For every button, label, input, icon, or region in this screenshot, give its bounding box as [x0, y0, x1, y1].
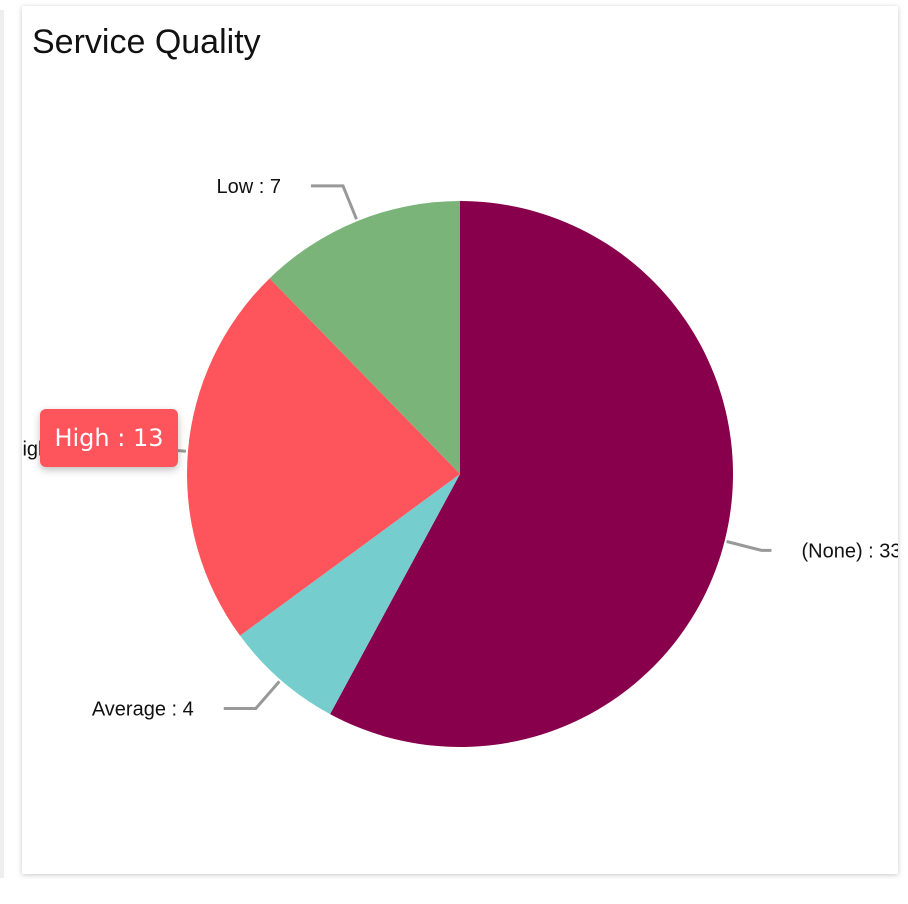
adjacent-panel-edge: [0, 10, 4, 878]
chart-card: Service Quality (None) : 33 Average : 4 Hi…: [22, 6, 898, 874]
pie-slice-low[interactable]: [269, 201, 460, 474]
data-label-none: (None) : 33: [801, 540, 898, 562]
chart-title: Service Quality: [32, 23, 261, 61]
pie-slice-high[interactable]: [187, 278, 460, 636]
slice-tooltip: High : 13: [40, 409, 178, 467]
leader-line-none: [726, 540, 772, 552]
leader-line-average: [223, 680, 281, 711]
leader-line-low: [310, 184, 358, 220]
data-label-low: Low : 7: [216, 176, 280, 198]
data-label-average: Average : 4: [92, 699, 194, 721]
pie-slice-none[interactable]: [330, 201, 734, 747]
pie-chart: (None) : 33 Average : 4 High : 13 Low : 7: [22, 176, 898, 747]
pie-slice-average[interactable]: [240, 474, 460, 715]
